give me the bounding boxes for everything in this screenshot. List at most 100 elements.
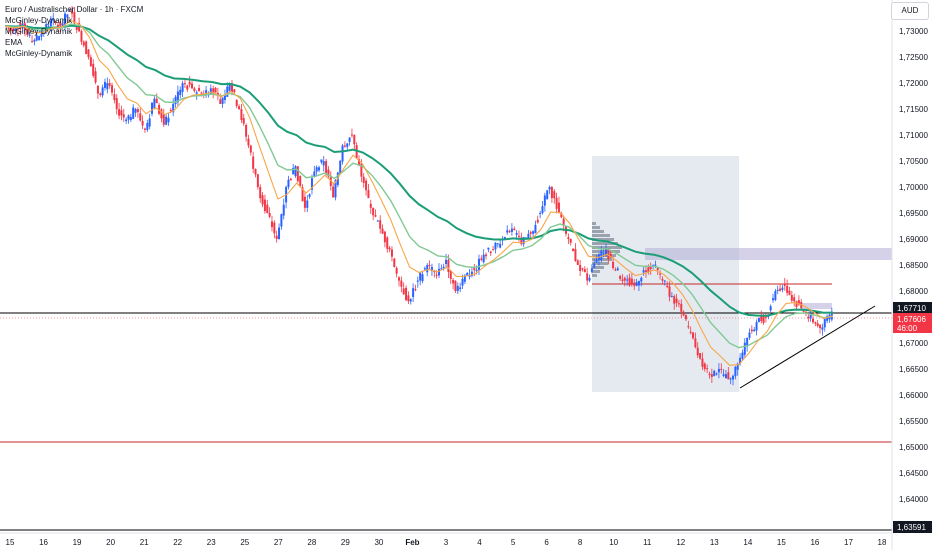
candle-body — [520, 237, 523, 245]
time-tick-label: 18 — [878, 538, 887, 547]
candle-body — [581, 268, 584, 270]
horizontal-level-price-label: 1,67710 — [897, 304, 926, 313]
candle-body — [609, 253, 612, 258]
candle-body — [637, 280, 640, 286]
price-tick-label: 1,68500 — [899, 261, 928, 270]
candle-body — [508, 231, 511, 233]
symbol-title[interactable]: Euro / Australischer Dollar · 1h · FXCM — [5, 5, 144, 14]
candle-body — [553, 191, 556, 199]
candle-body — [221, 97, 224, 104]
candle-body — [209, 88, 212, 95]
candle-body — [496, 243, 499, 245]
candle-body — [576, 260, 579, 265]
candle-body — [313, 171, 316, 177]
candle-body — [162, 114, 165, 125]
candle-body — [463, 275, 466, 282]
candle-body — [739, 357, 742, 364]
candle-body — [235, 100, 238, 106]
candle-body — [193, 88, 196, 92]
candle-body — [169, 109, 172, 112]
indicator-ema[interactable]: EMA — [5, 38, 23, 47]
candle-body — [120, 110, 123, 116]
volume-profile-bar — [592, 262, 608, 265]
price-tick-label: 1,73000 — [899, 27, 928, 36]
candle-body — [136, 109, 139, 113]
candle-body — [774, 290, 777, 301]
candle-body — [729, 378, 732, 380]
candle-body — [146, 123, 149, 130]
candle-body — [16, 29, 19, 31]
candle-body — [452, 279, 455, 284]
candle-body — [809, 314, 812, 319]
candle-body — [63, 13, 66, 26]
candle-body — [802, 309, 805, 312]
candle-body — [750, 329, 753, 332]
candle-body — [416, 280, 419, 282]
candle-body — [595, 259, 598, 263]
candle-body — [134, 109, 137, 113]
currency-button[interactable]: AUD — [891, 2, 929, 20]
indicator-mcginley-3[interactable]: McGinley-Dynamik — [5, 49, 73, 58]
candle-body — [139, 113, 142, 121]
candle-body — [362, 176, 365, 183]
candle-body — [487, 247, 490, 250]
candle-body — [755, 322, 758, 331]
candle-body — [108, 83, 111, 86]
candle-body — [405, 287, 408, 301]
candle-body — [659, 273, 662, 275]
candle-body — [99, 93, 102, 95]
candle-body — [287, 179, 290, 188]
time-tick-label: 15 — [6, 538, 15, 547]
candle-body — [692, 332, 695, 339]
candle-body — [706, 368, 709, 370]
candle-body — [247, 138, 250, 146]
indicator-mcginley-2[interactable]: McGinley-Dynamik — [5, 27, 73, 36]
candle-body — [68, 10, 71, 12]
volume-profile-bar — [592, 266, 604, 269]
candle-body — [736, 363, 739, 370]
candle-body — [12, 28, 15, 32]
candle-body — [256, 174, 259, 188]
candle-body — [635, 282, 638, 286]
time-tick-label: 10 — [609, 538, 618, 547]
candle-body — [593, 263, 596, 268]
candle-body — [160, 109, 163, 119]
time-tick-label: 11 — [643, 538, 652, 547]
candle-body — [588, 277, 591, 281]
candle-body — [786, 285, 789, 293]
candle-body — [661, 279, 664, 281]
candle-body — [113, 94, 116, 100]
candle-body — [461, 278, 464, 286]
candle-body — [73, 12, 76, 24]
candle-body — [61, 23, 64, 26]
current-price-label-bg — [893, 313, 932, 333]
candle-body — [289, 178, 292, 181]
candle-body — [261, 195, 264, 205]
candle-body — [562, 218, 565, 226]
candle-body — [574, 249, 577, 261]
candle-body — [510, 228, 513, 232]
candle-body — [14, 27, 17, 32]
candle-body — [393, 258, 396, 267]
candle-body — [654, 264, 657, 266]
candle-body — [456, 285, 459, 291]
candle-body — [797, 300, 800, 305]
candle-body — [482, 254, 485, 263]
candle-body — [680, 303, 683, 312]
candle-body — [607, 249, 610, 260]
bottom-level-price-label-bg — [893, 521, 932, 533]
candle-body — [579, 265, 582, 272]
indicator-mcginley-1[interactable]: McGinley-Dynamik — [5, 16, 73, 25]
candle-body — [468, 274, 471, 277]
price-tick-label: 1,70000 — [899, 183, 928, 192]
candle-body — [694, 338, 697, 348]
candle-body — [306, 200, 309, 208]
candle-body — [713, 370, 716, 377]
price-tick-label: 1,67000 — [899, 339, 928, 348]
candle-body — [40, 33, 43, 37]
candle-body — [151, 102, 154, 114]
candle-body — [216, 92, 219, 96]
candle-body — [513, 228, 516, 231]
